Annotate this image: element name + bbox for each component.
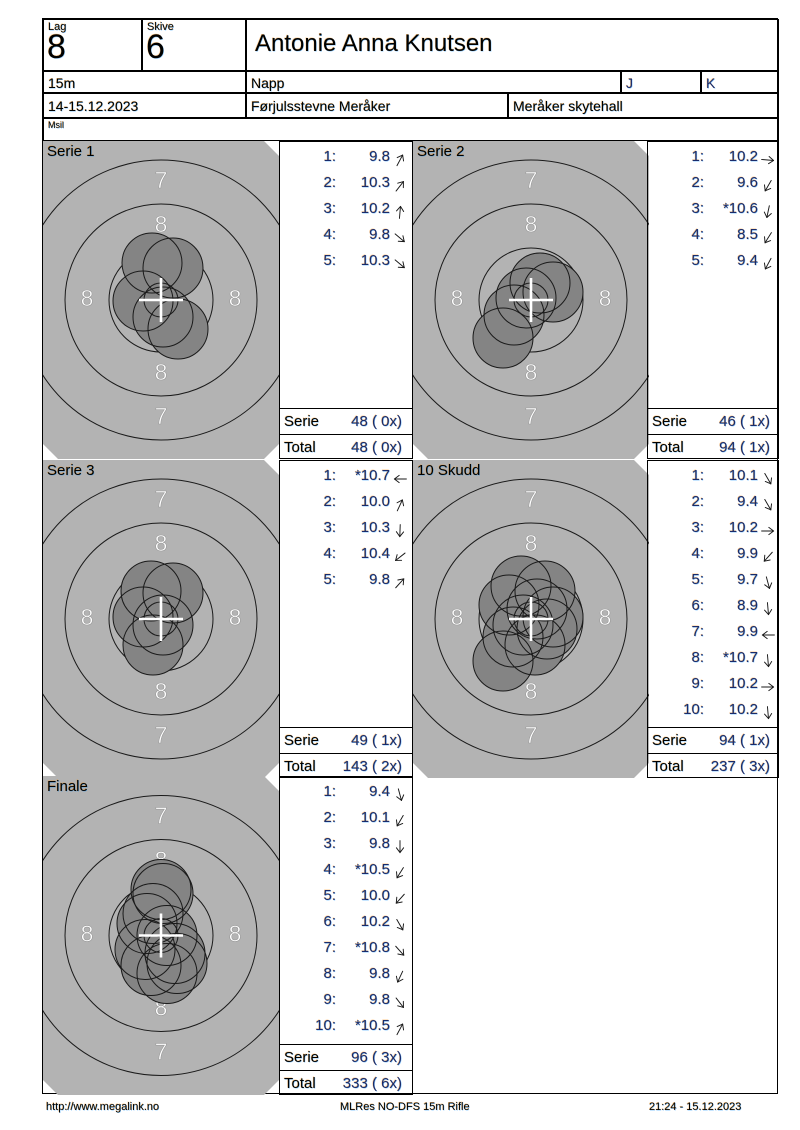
svg-text:8: 8 — [229, 604, 242, 630]
svg-text:7: 7 — [155, 1039, 168, 1065]
svg-text:Serie 3: Serie 3 — [47, 462, 95, 479]
svg-text:7: 7 — [155, 403, 168, 429]
svg-text:8: 8 — [525, 359, 538, 385]
svg-text:8: 8 — [229, 921, 242, 947]
svg-text:7: 7 — [155, 722, 168, 748]
svg-text:8: 8 — [451, 604, 464, 630]
svg-text:7: 7 — [155, 803, 168, 829]
svg-text:Finale: Finale — [47, 778, 88, 795]
svg-text:Serie 1: Serie 1 — [47, 143, 95, 160]
svg-text:7: 7 — [155, 486, 168, 512]
svg-text:8: 8 — [451, 285, 464, 311]
svg-text:7: 7 — [525, 486, 538, 512]
svg-text:10 Skudd: 10 Skudd — [417, 462, 480, 479]
svg-text:Serie 2: Serie 2 — [417, 143, 465, 160]
svg-text:8: 8 — [155, 359, 168, 385]
svg-text:8: 8 — [599, 604, 612, 630]
svg-text:8: 8 — [525, 678, 538, 704]
svg-text:8: 8 — [525, 211, 538, 237]
svg-text:7: 7 — [525, 722, 538, 748]
svg-text:8: 8 — [525, 530, 538, 556]
svg-text:8: 8 — [599, 285, 612, 311]
svg-text:8: 8 — [81, 285, 94, 311]
svg-text:7: 7 — [155, 167, 168, 193]
svg-text:7: 7 — [525, 403, 538, 429]
svg-text:8: 8 — [81, 921, 94, 947]
svg-text:8: 8 — [81, 604, 94, 630]
svg-text:8: 8 — [229, 285, 242, 311]
svg-text:8: 8 — [155, 678, 168, 704]
svg-text:8: 8 — [155, 530, 168, 556]
svg-text:7: 7 — [525, 167, 538, 193]
